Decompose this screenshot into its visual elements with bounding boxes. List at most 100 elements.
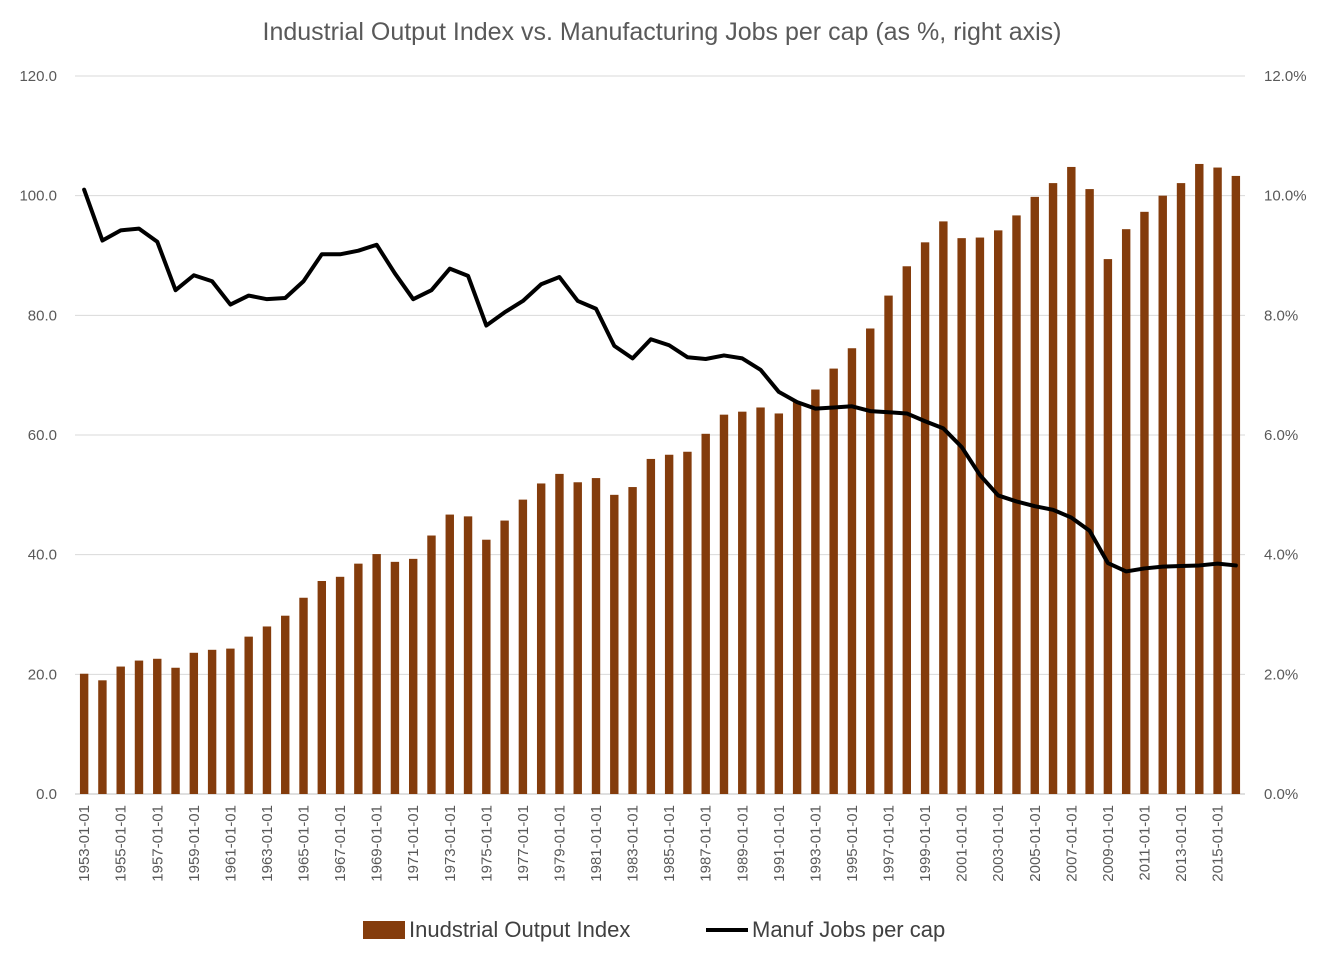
x-tick-label: 1981-01-01 — [588, 805, 605, 882]
x-tick-label: 1955-01-01 — [113, 805, 130, 882]
legend-label-bar: Inudstrial Output Index — [409, 917, 630, 942]
x-tick-label: 1991-01-01 — [771, 805, 788, 882]
right-tick-label: 8.0% — [1264, 307, 1298, 324]
left-tick-label: 80.0 — [28, 307, 57, 324]
bar — [975, 237, 985, 795]
bar — [317, 580, 327, 794]
bar — [98, 680, 107, 794]
bar — [1030, 196, 1039, 794]
bar — [299, 597, 308, 794]
x-tick-label: 2015-01-01 — [1210, 805, 1227, 882]
x-tick-label: 2013-01-01 — [1173, 805, 1190, 882]
bar — [1176, 183, 1186, 794]
series-line — [82, 187, 1238, 574]
bar — [1140, 211, 1149, 795]
chart-title: Industrial Output Index vs. Manufacturin… — [262, 18, 1062, 46]
bar — [939, 221, 948, 794]
bar — [408, 558, 418, 794]
right-tick-label: 2.0% — [1264, 666, 1298, 683]
bar — [1048, 183, 1058, 794]
bar — [171, 667, 180, 794]
x-tick-label: 1959-01-01 — [186, 805, 203, 882]
x-tick-label: 1995-01-01 — [844, 805, 861, 882]
bar — [226, 648, 235, 794]
bar — [1012, 215, 1021, 794]
bar — [207, 649, 217, 794]
x-tick-label: 1953-01-01 — [76, 805, 93, 882]
bar — [390, 561, 400, 794]
x-tick-label: 2011-01-01 — [1136, 805, 1153, 881]
bar — [957, 238, 966, 795]
bar — [134, 660, 144, 794]
bar — [829, 368, 838, 794]
bar — [993, 230, 1003, 794]
x-tick-label: 1963-01-01 — [259, 805, 276, 882]
bar — [281, 615, 290, 794]
x-tick-label: 1993-01-01 — [807, 805, 824, 882]
bar — [445, 514, 454, 794]
bar — [792, 401, 802, 794]
bar — [518, 499, 528, 794]
x-tick-label: 1989-01-01 — [734, 805, 751, 882]
legend: Inudstrial Output Index Manuf Jobs per ca… — [363, 917, 945, 942]
bar — [1231, 175, 1241, 795]
x-tick-label: 2009-01-01 — [1100, 805, 1117, 882]
left-tick-label: 20.0 — [28, 666, 57, 683]
bar — [244, 636, 253, 794]
x-tick-label: 2005-01-01 — [1027, 805, 1044, 882]
x-tick-label: 2001-01-01 — [954, 805, 971, 882]
bar — [1195, 163, 1204, 794]
bar — [1121, 229, 1131, 794]
legend-label-line: Manuf Jobs per cap — [752, 917, 945, 942]
bar — [591, 478, 601, 794]
bar — [372, 554, 381, 794]
x-tick-label: 2003-01-01 — [990, 805, 1007, 882]
legend-swatch-bar — [363, 921, 405, 939]
right-tick-label: 12.0% — [1264, 68, 1307, 85]
bar — [536, 483, 546, 794]
axes: 0.0 0.0% 20.0 2.0% 40.0 4.0% 60.0 6.0% 80.0 8.0% 1… — [19, 68, 1306, 882]
x-tick-label: 1975-01-01 — [478, 805, 495, 882]
line-series — [82, 187, 1238, 574]
bar — [902, 266, 912, 794]
bar — [262, 626, 272, 794]
bar — [719, 414, 729, 794]
bar — [500, 520, 509, 794]
bar — [153, 658, 162, 794]
x-tick-label: 1979-01-01 — [551, 805, 568, 882]
x-tick-label: 1961-01-01 — [222, 805, 239, 882]
x-tick-label: 1977-01-01 — [515, 805, 532, 882]
bar — [683, 451, 692, 794]
bar — [866, 328, 875, 794]
bar — [884, 295, 893, 794]
bar — [610, 494, 619, 794]
bar — [646, 458, 656, 794]
x-tick-label: 1997-01-01 — [881, 805, 898, 882]
left-tick-label: 100.0 — [19, 188, 57, 205]
bar — [628, 487, 637, 794]
left-tick-label: 120.0 — [19, 68, 57, 85]
x-tick-label: 1987-01-01 — [698, 805, 715, 882]
x-tick-label: 1973-01-01 — [442, 805, 459, 882]
bar — [756, 407, 765, 794]
x-tick-label: 1957-01-01 — [149, 805, 166, 882]
bar — [664, 454, 674, 794]
bar — [427, 535, 436, 794]
bar — [701, 433, 710, 794]
right-tick-label: 10.0% — [1264, 188, 1307, 205]
bar — [1158, 195, 1167, 794]
bar — [847, 348, 857, 794]
x-tick-label: 1969-01-01 — [369, 805, 386, 882]
bar — [354, 563, 363, 794]
left-tick-label: 60.0 — [28, 427, 57, 444]
x-tick-label: 1971-01-01 — [405, 805, 422, 882]
bar — [1085, 189, 1094, 794]
x-tick-label: 1965-01-01 — [296, 805, 313, 882]
bar — [189, 652, 199, 794]
bar-series — [79, 163, 1241, 795]
bar — [463, 516, 473, 794]
x-tick-label: 1983-01-01 — [625, 805, 642, 882]
x-tick-label: 1999-01-01 — [917, 805, 934, 882]
bar — [116, 666, 125, 794]
